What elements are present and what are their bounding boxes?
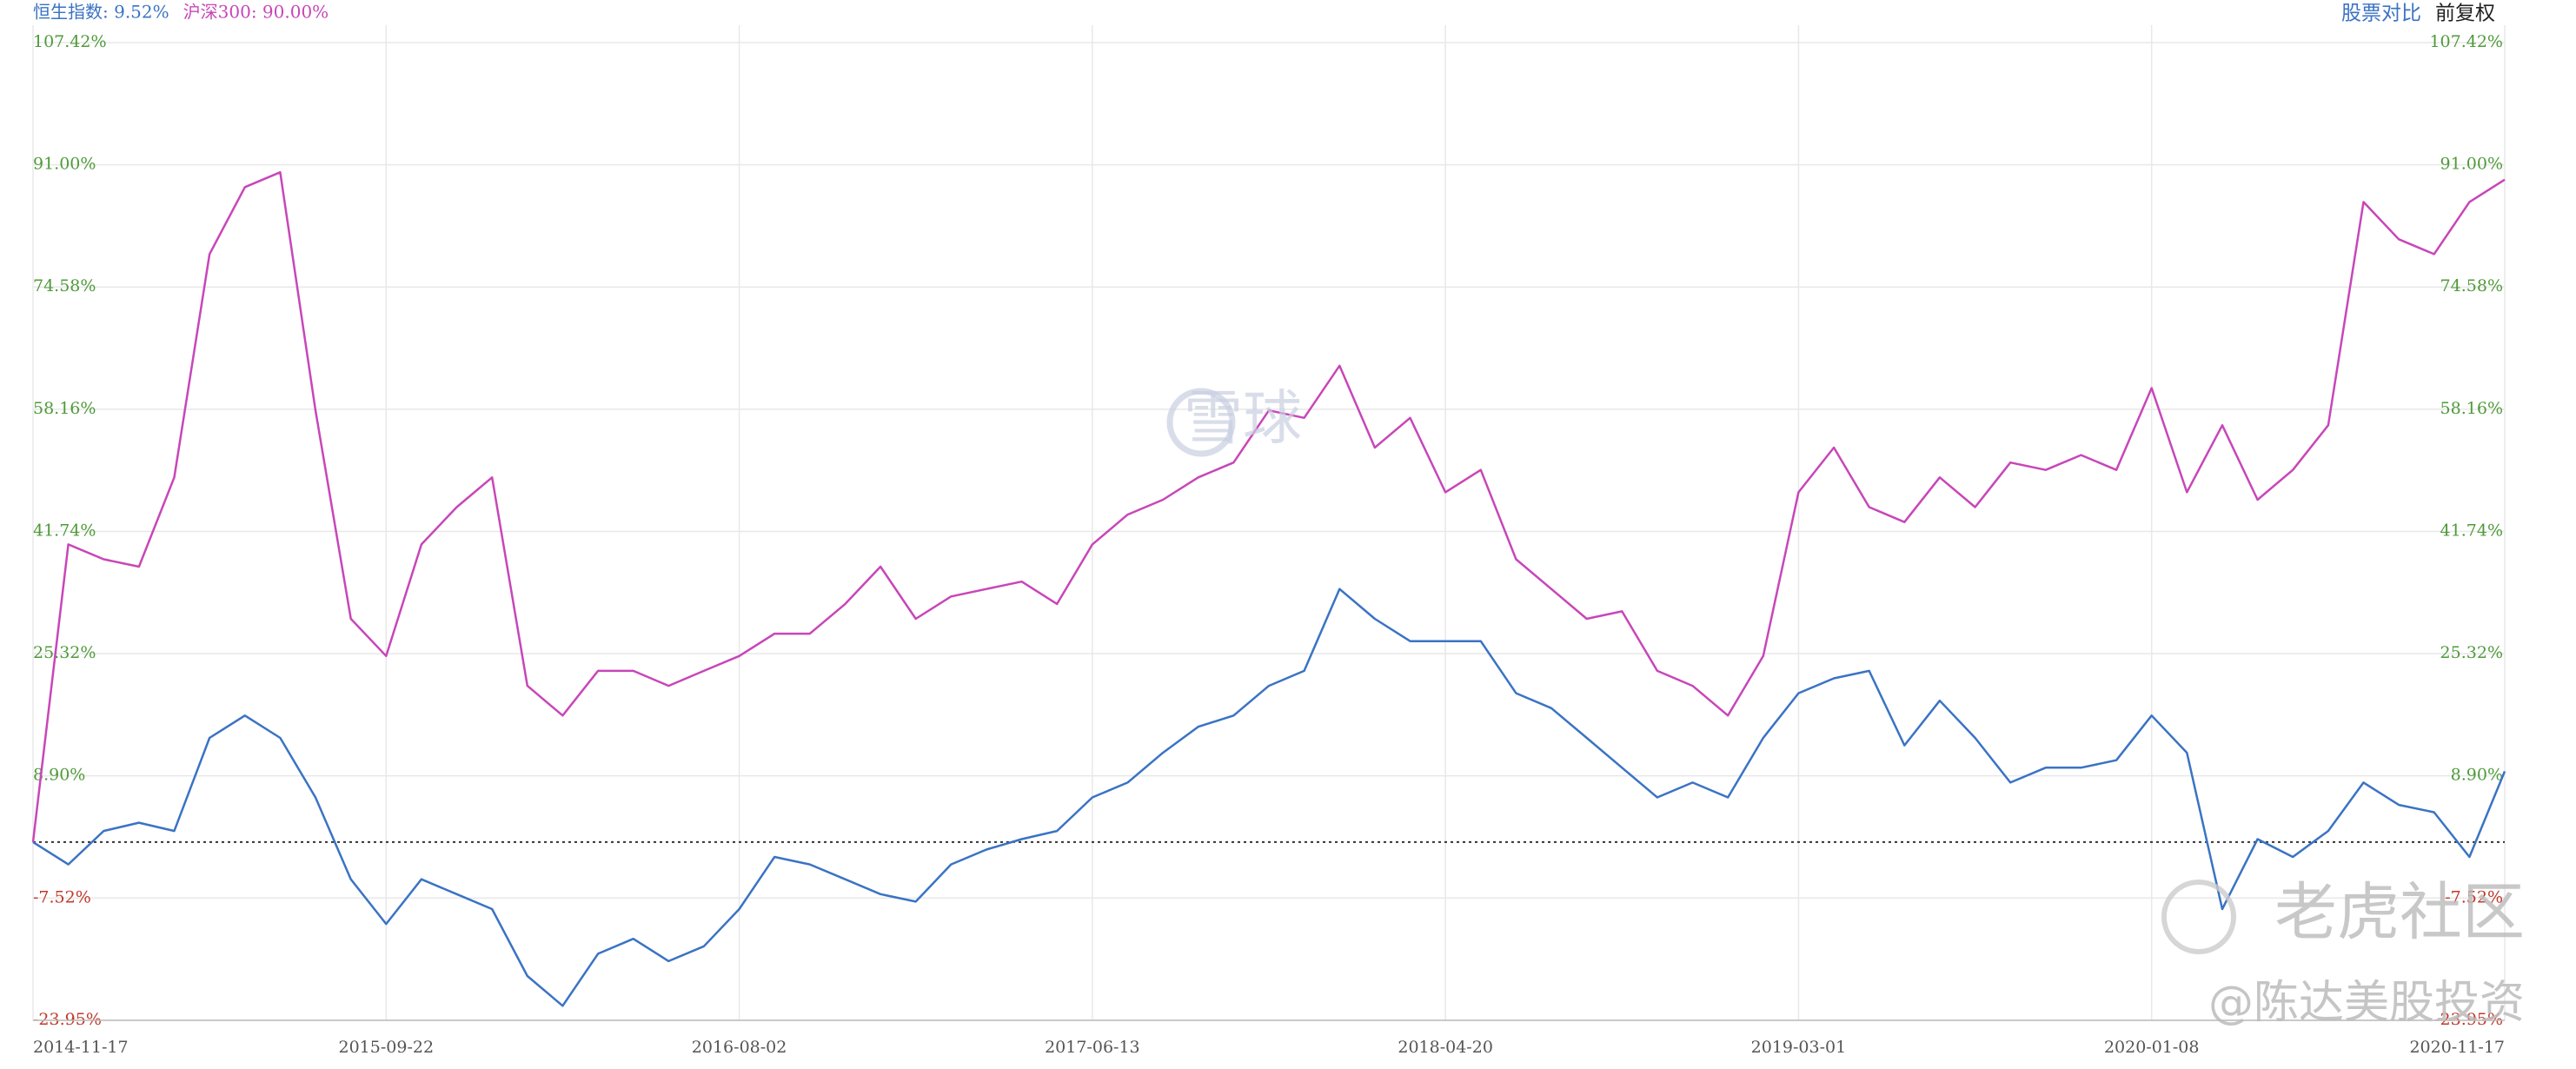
y-tick-label: 58.16% (33, 399, 96, 418)
y2-tick-label: -23.95% (2434, 1010, 2503, 1029)
x-tick-label: 2020-01-08 (2104, 1038, 2200, 1057)
y2-tick-label: 91.00% (2440, 155, 2503, 174)
x-tick-label: 2017-06-13 (1045, 1038, 1140, 1057)
legend-entry: 恒生指数: 9.52% (33, 2, 169, 23)
y2-tick-label: 8.90% (2451, 766, 2503, 785)
x-tick-label: 2020-11-17 (2409, 1038, 2505, 1057)
watermark: 老虎社区 (2274, 876, 2525, 949)
watermark: @陈达美股投资 (2208, 977, 2525, 1029)
y2-tick-label: 58.16% (2440, 399, 2503, 418)
y2-tick-label: 25.32% (2440, 643, 2503, 662)
x-tick-label: 2014-11-17 (33, 1038, 129, 1057)
plot: 107.42% 107.42% 91.00% 91.00% 74.58% 74.58% 58… (31, 2, 2506, 1057)
y-tick-label: 41.74% (33, 521, 96, 540)
legend-entry: 沪深300: 90.00% (183, 2, 329, 23)
x-tick-label: 2015-09-22 (339, 1038, 435, 1057)
y2-tick-label: 107.42% (2429, 32, 2503, 51)
x-tick-label: 2018-04-20 (1398, 1038, 1493, 1057)
watermark: 雪球 (1184, 385, 1302, 454)
y-tick-label: 25.32% (33, 643, 96, 662)
y2-tick-label: 74.58% (2440, 276, 2503, 295)
y-tick-label: -7.52% (33, 887, 91, 906)
line-series (32, 588, 2506, 1007)
watermark-icon (1166, 388, 1236, 457)
y-tick-label: 74.58% (33, 276, 96, 295)
watermark-icon (2161, 880, 2236, 954)
x-tick-label: 2016-08-02 (692, 1038, 787, 1057)
adjust-button[interactable]: 前复权 (2435, 3, 2495, 25)
compare-button[interactable]: 股票对比 (2341, 3, 2421, 25)
y-tick-label: 8.90% (33, 766, 85, 785)
y2-tick-label: -7.52% (2445, 887, 2503, 906)
y-tick-label: 107.42% (33, 32, 107, 51)
y-tick-label: 91.00% (33, 155, 96, 174)
line-series (31, 170, 2506, 843)
x-tick-label: 2019-03-01 (1751, 1038, 1847, 1057)
y-tick-label: -23.95% (33, 1010, 102, 1029)
y2-tick-label: 41.74% (2440, 521, 2503, 540)
